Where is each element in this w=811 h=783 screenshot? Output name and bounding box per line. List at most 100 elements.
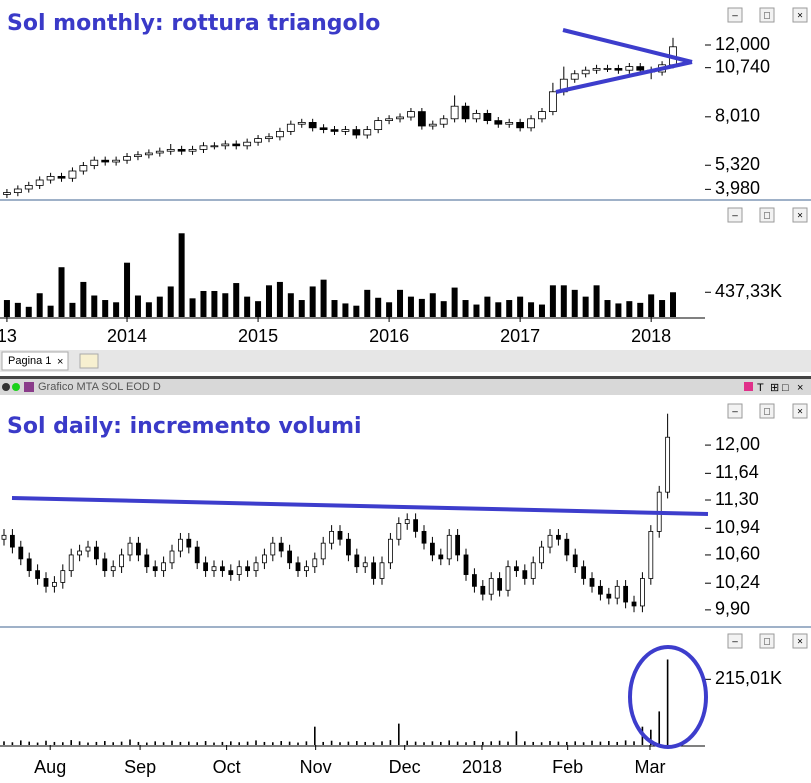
volume-bar	[456, 741, 459, 745]
candle-body	[636, 66, 645, 71]
volume-bar	[532, 741, 535, 745]
panel-button[interactable]: ×	[797, 11, 803, 22]
panel-button[interactable]: ×	[797, 637, 803, 648]
volume-bar	[626, 301, 633, 317]
panel-button[interactable]: –	[732, 407, 738, 418]
panel-button[interactable]: □	[764, 637, 770, 648]
volume-bar	[213, 742, 215, 745]
panel-button[interactable]: □	[764, 407, 770, 418]
candle-body	[188, 148, 197, 152]
candle-body	[276, 130, 284, 138]
candle-body	[18, 546, 24, 560]
candle-body	[363, 129, 372, 136]
panel-button[interactable]	[792, 7, 808, 23]
panel-button[interactable]	[759, 633, 775, 649]
volume-bar	[47, 305, 54, 317]
volume-bar	[120, 741, 123, 745]
volume-bar	[418, 298, 425, 317]
panel-button[interactable]: ×	[797, 407, 803, 418]
panel-button[interactable]: –	[732, 637, 738, 648]
candle-body	[472, 113, 481, 120]
volume-bar	[91, 295, 98, 317]
volume-bar	[462, 300, 469, 317]
volume-bar	[414, 741, 417, 745]
volume-bar	[25, 306, 32, 317]
candle-body	[245, 566, 251, 572]
candle-body	[439, 118, 448, 125]
status-dot	[2, 383, 10, 391]
window-button[interactable]	[744, 382, 753, 391]
tab-close[interactable]: ×	[57, 356, 63, 368]
panel-button[interactable]: –	[732, 211, 738, 222]
panel-button[interactable]	[792, 207, 808, 223]
candle-body	[446, 534, 452, 560]
new-tab[interactable]	[79, 353, 99, 369]
panel-button[interactable]	[727, 207, 743, 223]
y-tick-label: 9,90	[715, 599, 750, 619]
candle-body	[488, 578, 494, 595]
panel-button[interactable]	[792, 403, 808, 419]
candle-body	[94, 546, 99, 560]
x-tick-label: 2018	[462, 757, 502, 777]
panel-button[interactable]	[759, 7, 775, 23]
panel-button[interactable]: ×	[797, 211, 803, 222]
volume-bar	[28, 741, 30, 745]
candle-body	[13, 188, 22, 193]
volume-bar	[19, 740, 22, 745]
tab[interactable]	[1, 351, 69, 371]
candle-body	[304, 566, 309, 572]
candle-body	[337, 531, 343, 540]
y-tick-label: 12,00	[715, 434, 760, 454]
panel-button[interactable]: □	[764, 211, 770, 222]
window-button[interactable]: □	[782, 382, 789, 394]
candle-body	[319, 127, 328, 131]
window-button[interactable]: ⊞	[770, 382, 779, 394]
tab-bar	[0, 350, 811, 372]
panel-button[interactable]: –	[732, 11, 738, 22]
panel-button[interactable]	[759, 403, 775, 419]
volume-bar	[36, 742, 39, 745]
y-tick-label: 5,320	[715, 154, 760, 174]
x-tick-label: Mar	[634, 757, 665, 777]
volume-bar	[171, 740, 173, 745]
window-button[interactable]: T	[757, 382, 764, 394]
candle-body	[35, 179, 44, 186]
panel-button[interactable]: □	[764, 11, 770, 22]
window-title: Grafico MTA SOL EOD D	[38, 381, 161, 393]
candle-body	[102, 558, 108, 572]
panel-button[interactable]	[792, 633, 808, 649]
volume-bar	[375, 297, 382, 317]
panel-button[interactable]	[759, 207, 775, 223]
volume-bar	[305, 741, 308, 745]
tab-label[interactable]: Pagina 1	[8, 355, 51, 367]
x-tick-label: 2017	[500, 326, 540, 346]
volume-bar	[255, 301, 262, 317]
volume-bar	[129, 739, 131, 745]
panel-button[interactable]	[727, 633, 743, 649]
window-button[interactable]: ×	[797, 382, 803, 394]
volume-bar	[440, 741, 442, 745]
volume-bar	[320, 279, 327, 317]
candle-body	[297, 122, 306, 125]
candle-body	[177, 148, 186, 152]
candle-body	[480, 585, 486, 595]
candle-body	[46, 175, 55, 181]
candle-body	[68, 170, 77, 179]
volume-bar	[221, 741, 224, 745]
volume-bar	[397, 289, 404, 317]
volume-bar	[62, 742, 64, 745]
candle-body	[1, 534, 7, 540]
candle-body	[505, 122, 514, 125]
volume-bar	[244, 296, 251, 317]
x-tick-label: Feb	[552, 757, 583, 777]
candle-body	[43, 578, 49, 587]
candle-body	[52, 582, 57, 587]
panel-button[interactable]	[727, 7, 743, 23]
panel-button[interactable]	[727, 403, 743, 419]
candle-body	[374, 120, 383, 130]
candle-body	[623, 585, 629, 603]
candle-body	[199, 145, 208, 150]
candle-body	[254, 138, 262, 143]
volume-bar	[440, 301, 447, 317]
